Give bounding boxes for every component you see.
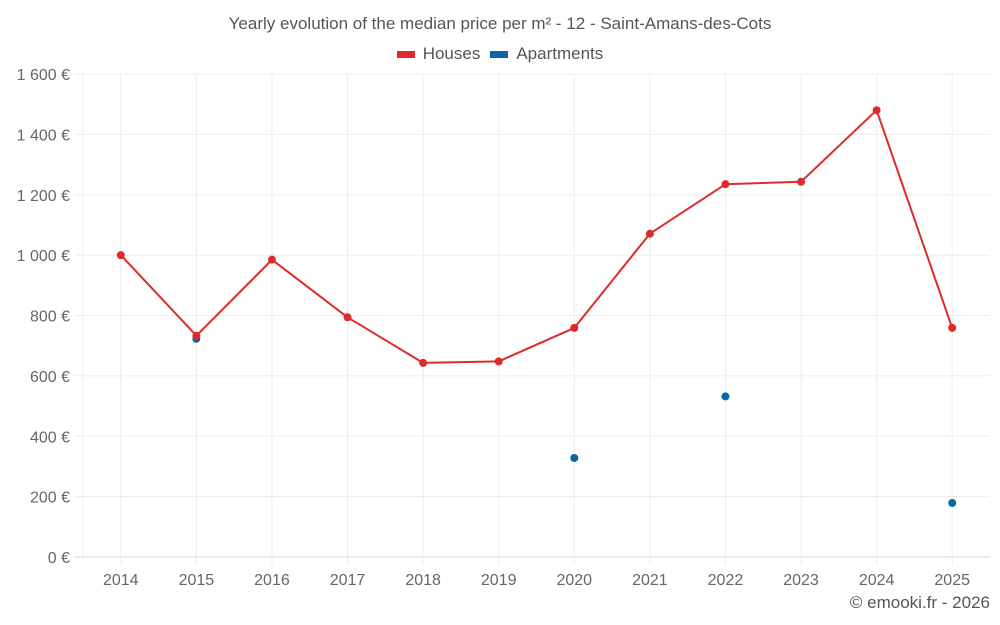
y-tick-label: 400 € [30,429,70,446]
legend-swatch-houses [396,50,415,58]
legend-item-apartments[interactable]: Apartments [490,44,603,64]
apartments-point-2022 [721,392,730,401]
y-tick-label: 1 600 € [17,67,70,84]
houses-point-2017 [343,313,352,322]
y-tick-label: 0 € [48,550,70,567]
y-tick-label: 200 € [30,490,70,507]
y-tick-label: 600 € [30,369,70,386]
legend-item-houses[interactable]: Houses [396,44,481,64]
legend: Houses Apartments [0,44,1000,64]
chart-title: Yearly evolution of the median price per… [228,14,772,33]
houses-point-2016 [267,255,276,264]
apartments-point-2025 [948,498,957,507]
legend-label-apartments: Apartments [516,44,604,63]
series-layer [116,106,957,507]
houses-point-2022 [721,180,730,189]
houses-point-2020 [570,323,579,332]
x-tick-label: 2016 [254,572,290,589]
credit-text: © emooki.fr - 2026 [849,593,990,612]
x-tick-label: 2021 [632,572,668,589]
x-tick-label: 2024 [859,572,895,589]
houses-point-2024 [872,106,881,115]
apartments-point-2020 [570,453,579,462]
houses-point-2025 [948,323,957,332]
houses-line [120,109,954,364]
x-tick-label: 2015 [179,572,215,589]
y-tick-label: 1 000 € [17,248,70,265]
y-tick-label: 800 € [30,309,70,326]
x-tick-label: 2018 [405,572,441,589]
y-tick-label: 1 400 € [17,127,70,144]
legend-label-houses: Houses [422,44,481,63]
houses-point-2019 [494,357,503,366]
houses-point-2018 [419,358,428,367]
x-tick-label: 2019 [481,572,517,589]
x-tick-label: 2017 [330,572,366,589]
houses-point-2021 [645,229,654,238]
x-tick-label: 2023 [783,572,819,589]
x-tick-label: 2025 [934,572,970,589]
x-tick-label: 2022 [708,572,744,589]
y-tick-label: 1 200 € [17,188,70,205]
houses-point-2023 [797,177,806,186]
x-tick-label: 2020 [556,572,592,589]
x-tick-label: 2014 [103,572,139,589]
houses-point-2014 [116,251,125,260]
houses-point-2015 [192,331,201,340]
legend-swatch-apartments [490,50,509,58]
axes: 0 € 200 € 400 € 600 € 800 € 1 000 € 1 200 € 1 4… [17,67,970,589]
